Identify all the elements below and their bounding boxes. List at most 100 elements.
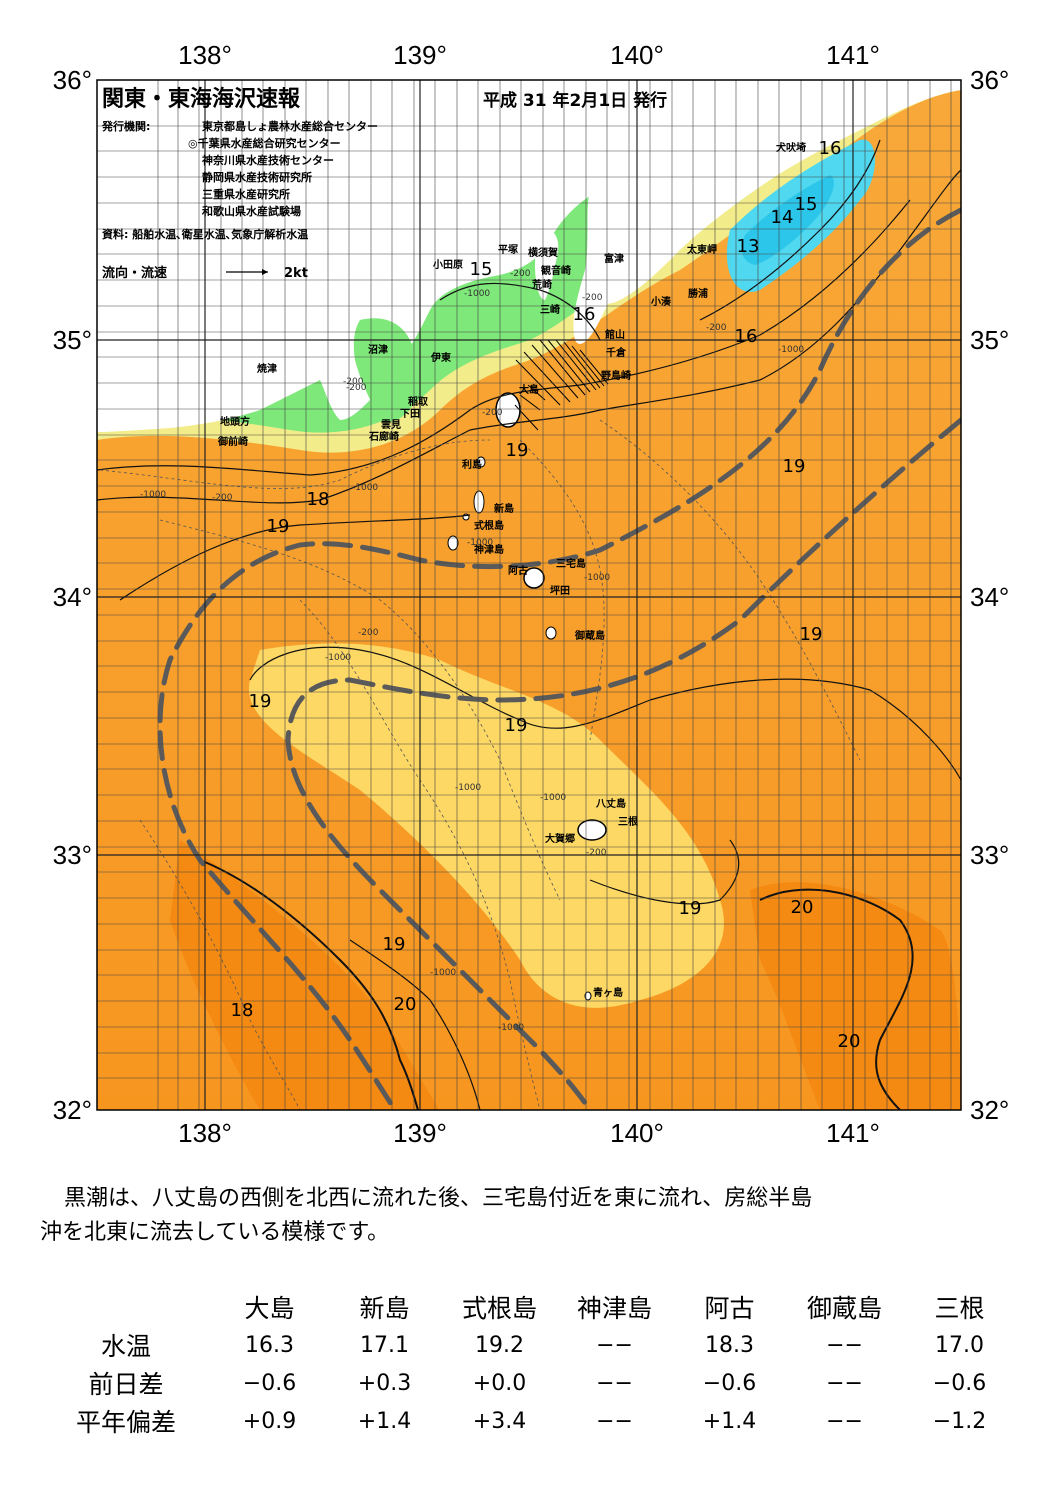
place-misaki: 三崎	[540, 303, 560, 316]
place-inubosaki: 犬吠埼	[776, 141, 806, 154]
hachijojima-island	[577, 819, 607, 841]
map-frame	[96, 79, 962, 1111]
column-header: 三根	[934, 1294, 985, 1323]
izu-coastal-water	[353, 318, 418, 422]
current-legend-label: 流向・流速	[102, 265, 167, 281]
table-cell: −−	[596, 1408, 633, 1434]
miyakejima-island	[523, 567, 545, 589]
publisher-3: 神奈川県水産技術センター	[202, 153, 334, 167]
table-cell: −0.6	[242, 1370, 297, 1396]
row-header: 水温	[100, 1332, 151, 1361]
depth-label: -1000	[778, 345, 804, 355]
column-header: 神津島	[576, 1294, 652, 1323]
place-nojimasaki: 野島崎	[601, 369, 631, 382]
depth-label: -1000	[584, 573, 610, 583]
lat-label: 36°	[53, 65, 92, 95]
lon-label: 139°	[393, 1118, 447, 1148]
column-header: 式根島	[461, 1294, 537, 1323]
lat-label: 32°	[970, 1095, 1009, 1125]
isotherm-label: 20	[838, 1031, 861, 1052]
depth-label: -1000	[325, 653, 351, 663]
current-legend-scale: 2kt	[284, 266, 308, 281]
column-header: 御蔵島	[806, 1294, 882, 1323]
lon-label: 139°	[393, 40, 447, 70]
place-yaizu: 焼津	[257, 362, 277, 375]
depth-label: -200	[358, 628, 379, 638]
place-irozaki: 石廊崎	[368, 430, 399, 443]
place-chikura: 千倉	[606, 346, 627, 359]
toshima-island	[476, 456, 486, 468]
lat-label: 32°	[53, 1095, 92, 1125]
isotherm-label: 18	[231, 1000, 254, 1021]
land-boso	[573, 174, 660, 344]
description-line-1: 黒潮は、八丈島の西側を北西に流れた後、三宅島付近を東に流れ、房総半島	[64, 1186, 813, 1211]
table-cell: −−	[826, 1370, 863, 1396]
isotherm-label: 18	[307, 489, 330, 510]
table-cell: 19.2	[475, 1332, 524, 1358]
lat-label: 34°	[53, 582, 92, 612]
place-tateyama: 館山	[604, 328, 625, 341]
table-cell: 17.1	[360, 1332, 409, 1358]
table-cell: −0.6	[702, 1370, 757, 1396]
lat-label: 33°	[970, 840, 1009, 870]
lat-label: 35°	[970, 325, 1009, 355]
place-shikinejima: 式根島	[474, 519, 504, 532]
publisher-2: ◎千葉県水産総合研究センター	[188, 136, 341, 150]
land-izu-west	[318, 322, 352, 382]
depth-label: -200	[706, 323, 727, 333]
map-area: 関東・東海海沢速報 平成 31 年2月1日 発行 発行機関: 東京都島しょ農林水…	[97, 80, 961, 1110]
depth-label: -200	[582, 293, 603, 303]
column-header: 新島	[359, 1294, 410, 1323]
isotherm-label: 16	[819, 138, 842, 159]
cold-water-core	[741, 175, 834, 265]
place-taitomisaki: 太東岬	[686, 243, 717, 256]
depth-label: -200	[212, 493, 233, 503]
place-tomitsu: 富津	[604, 252, 624, 265]
isotherm-label: 15	[795, 194, 818, 215]
table-cell: +0.9	[242, 1408, 297, 1434]
land-honshu	[97, 80, 961, 432]
depth-label: -1000	[140, 490, 166, 500]
place-numazu: 沼津	[368, 343, 388, 356]
column-header: 大島	[244, 1294, 295, 1323]
place-okago: 大賀郷	[545, 832, 575, 845]
place-odawara: 小田原	[432, 258, 463, 271]
depth-label: -200	[482, 408, 503, 418]
latitude-labels-right: 36° 35° 34° 33° 32°	[970, 65, 1009, 1125]
lat-label: 34°	[970, 582, 1009, 612]
niijima-island	[473, 490, 485, 514]
place-tsubota: 坪田	[550, 584, 570, 597]
place-yokosuka: 横須賀	[528, 246, 558, 259]
isotherm-label: 20	[791, 897, 814, 918]
lon-label: 138°	[178, 40, 232, 70]
description-line-2: 沖を北東に流去している模様です。	[40, 1220, 390, 1245]
isotherm-label: 14	[771, 207, 794, 228]
isotherm-label: 19	[783, 456, 806, 477]
place-jitogata: 地頭方	[220, 415, 250, 428]
kuroshio-description: 黒潮は、八丈島の西側を北西に流れた後、三宅島付近を東に流れ、房総半島 沖を北東に…	[40, 1182, 1020, 1250]
place-kominato: 小湊	[650, 295, 672, 308]
table-cell: 17.0	[935, 1332, 984, 1358]
isotherm-label: 20	[394, 994, 417, 1015]
aogashima-island	[584, 991, 592, 1001]
arrowhead-icon	[262, 269, 268, 275]
depth-label: -200	[346, 383, 367, 393]
row-header: 前日差	[88, 1370, 164, 1399]
land-miura	[535, 228, 559, 300]
table-cell: −0.6	[932, 1370, 987, 1396]
isotherm-label: 15	[470, 259, 493, 280]
isotherm-label: 16	[735, 326, 758, 347]
table-cell: −−	[826, 1408, 863, 1434]
row-header: 平年偏差	[75, 1408, 176, 1437]
place-toshima: 利島	[462, 458, 482, 471]
depth-label: -1000	[467, 538, 493, 548]
lon-label: 141°	[826, 1118, 880, 1148]
depth-label: -1000	[498, 1023, 524, 1033]
lon-label: 138°	[178, 1118, 232, 1148]
place-kozushima: 神津島	[474, 543, 504, 556]
table-header-row: 大島 新島 式根島 神津島 阿古 御蔵島 三根	[40, 1288, 1017, 1326]
table-cell: +1.4	[357, 1408, 412, 1434]
place-kannonzaki: 観音崎	[541, 264, 571, 277]
publisher-6: 和歌山県水産試験場	[202, 204, 301, 218]
longitude-labels-top: 138° 139° 140° 141°	[178, 40, 880, 70]
